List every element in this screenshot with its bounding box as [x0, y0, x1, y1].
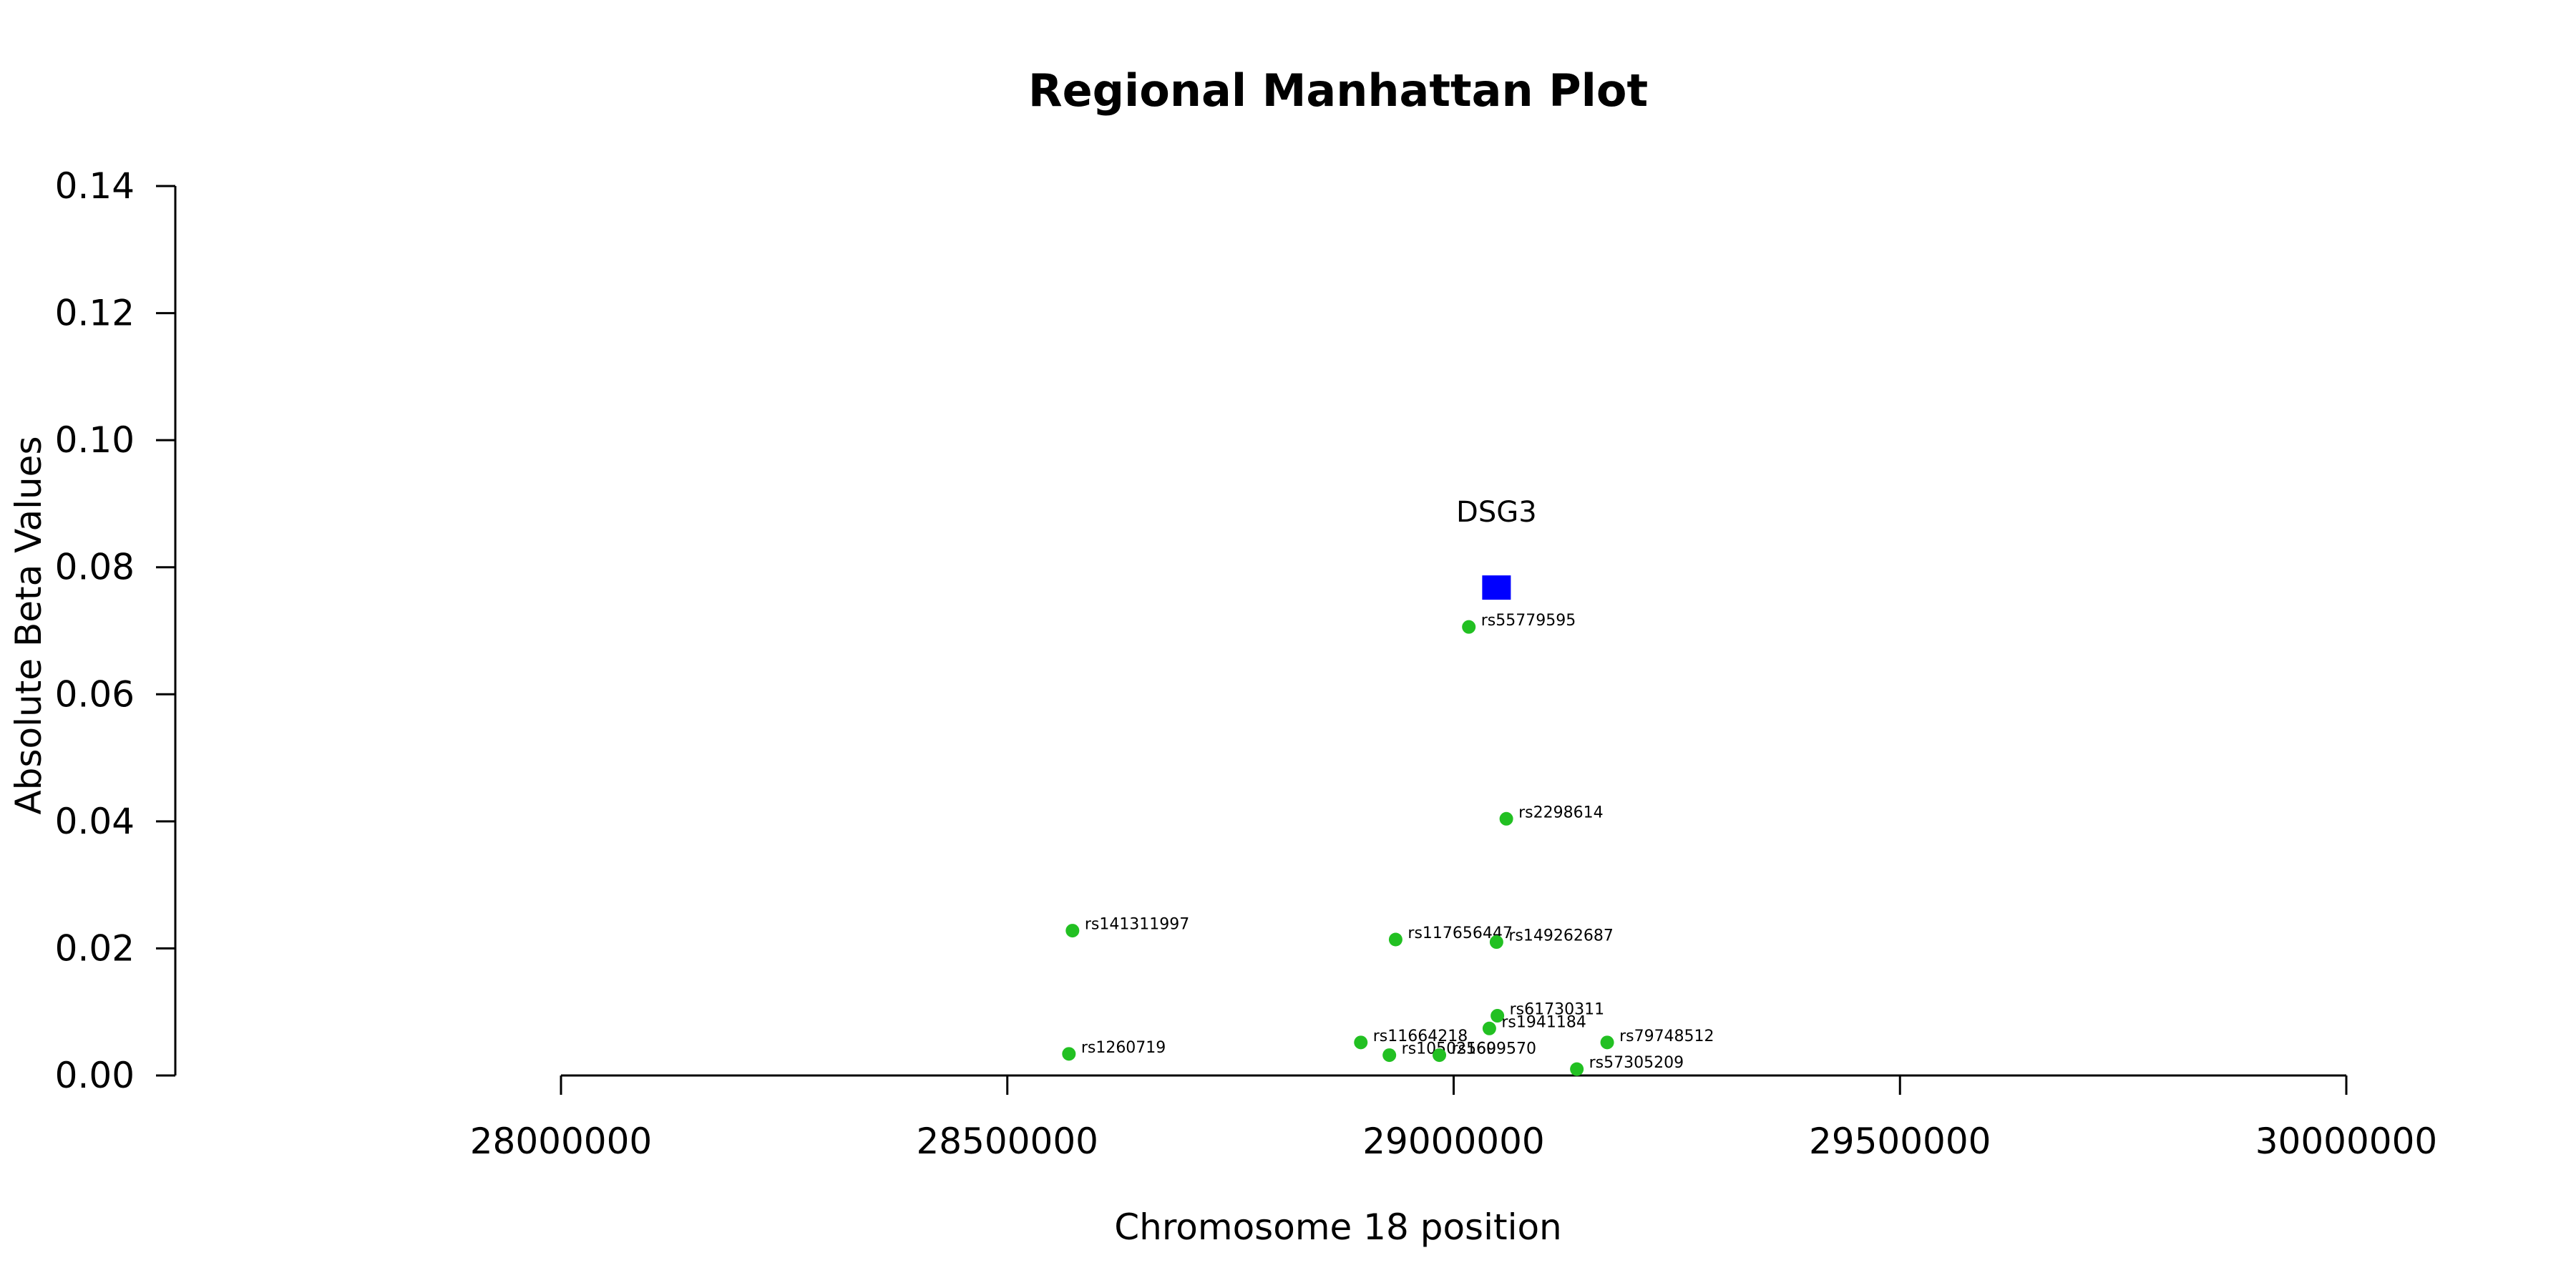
y-tick-label: 0.12 — [55, 293, 135, 334]
snp-label: rs55779595 — [1481, 612, 1576, 630]
snp-point — [1600, 1035, 1614, 1050]
y-tick-label: 0.10 — [55, 419, 135, 461]
y-axis: 0.00 0.02 0.04 0.06 0.08 0.10 0.12 0.14 — [55, 165, 177, 1096]
snp-point — [1462, 620, 1476, 634]
snp-point — [1433, 1048, 1447, 1063]
gene-label: DSG3 — [1456, 496, 1537, 529]
y-axis-label: Absolute Beta Values — [8, 436, 49, 815]
x-axis-label: Chromosome 18 position — [1114, 1206, 1562, 1248]
x-tick-label: 29000000 — [1362, 1121, 1545, 1162]
snp-point — [1062, 1047, 1076, 1061]
snp-point — [1388, 932, 1402, 947]
x-tick-label: 28000000 — [470, 1121, 653, 1162]
snp-point — [1489, 935, 1503, 950]
gene-marker — [1482, 575, 1511, 600]
x-tick-label: 28500000 — [917, 1121, 1099, 1162]
x-tick-label: 29500000 — [1809, 1121, 1991, 1162]
y-tick-label: 0.08 — [55, 547, 135, 588]
y-tick-label: 0.04 — [55, 801, 135, 842]
snp-label: rs2298614 — [1518, 804, 1604, 821]
y-tick-label: 0.06 — [55, 673, 135, 715]
x-axis: 28000000 28500000 29000000 29500000 30000000 — [470, 1074, 2438, 1162]
snp-label: rs1260719 — [1081, 1039, 1166, 1057]
snp-label: rs57305209 — [1589, 1054, 1684, 1072]
snp-label: rs10502569 — [1402, 1040, 1496, 1058]
y-tick-label: 0.14 — [55, 165, 135, 207]
snp-point — [1354, 1035, 1368, 1050]
snp-label: rs61730311 — [1510, 1001, 1604, 1019]
snp-point — [1499, 811, 1513, 826]
snp-point — [1065, 924, 1080, 938]
snp-label: rs1609570 — [1452, 1040, 1537, 1058]
snp-point — [1382, 1048, 1397, 1063]
y-tick-label: 0.00 — [55, 1055, 135, 1096]
gene-marker-group: DSG3 — [1456, 496, 1537, 600]
snp-label: rs79748512 — [1619, 1028, 1714, 1045]
snp-point — [1570, 1062, 1584, 1076]
snp-label: rs11664218 — [1373, 1028, 1468, 1045]
snp-label: rs141311997 — [1085, 916, 1189, 934]
snp-point — [1482, 1021, 1496, 1035]
y-tick-label: 0.02 — [55, 927, 135, 969]
snp-label: rs1941184 — [1501, 1013, 1586, 1031]
snp-label: rs149262687 — [1508, 927, 1613, 945]
snp-point — [1491, 1009, 1505, 1023]
x-tick-label: 30000000 — [2255, 1121, 2438, 1162]
chart-title: Regional Manhattan Plot — [1028, 64, 1648, 117]
